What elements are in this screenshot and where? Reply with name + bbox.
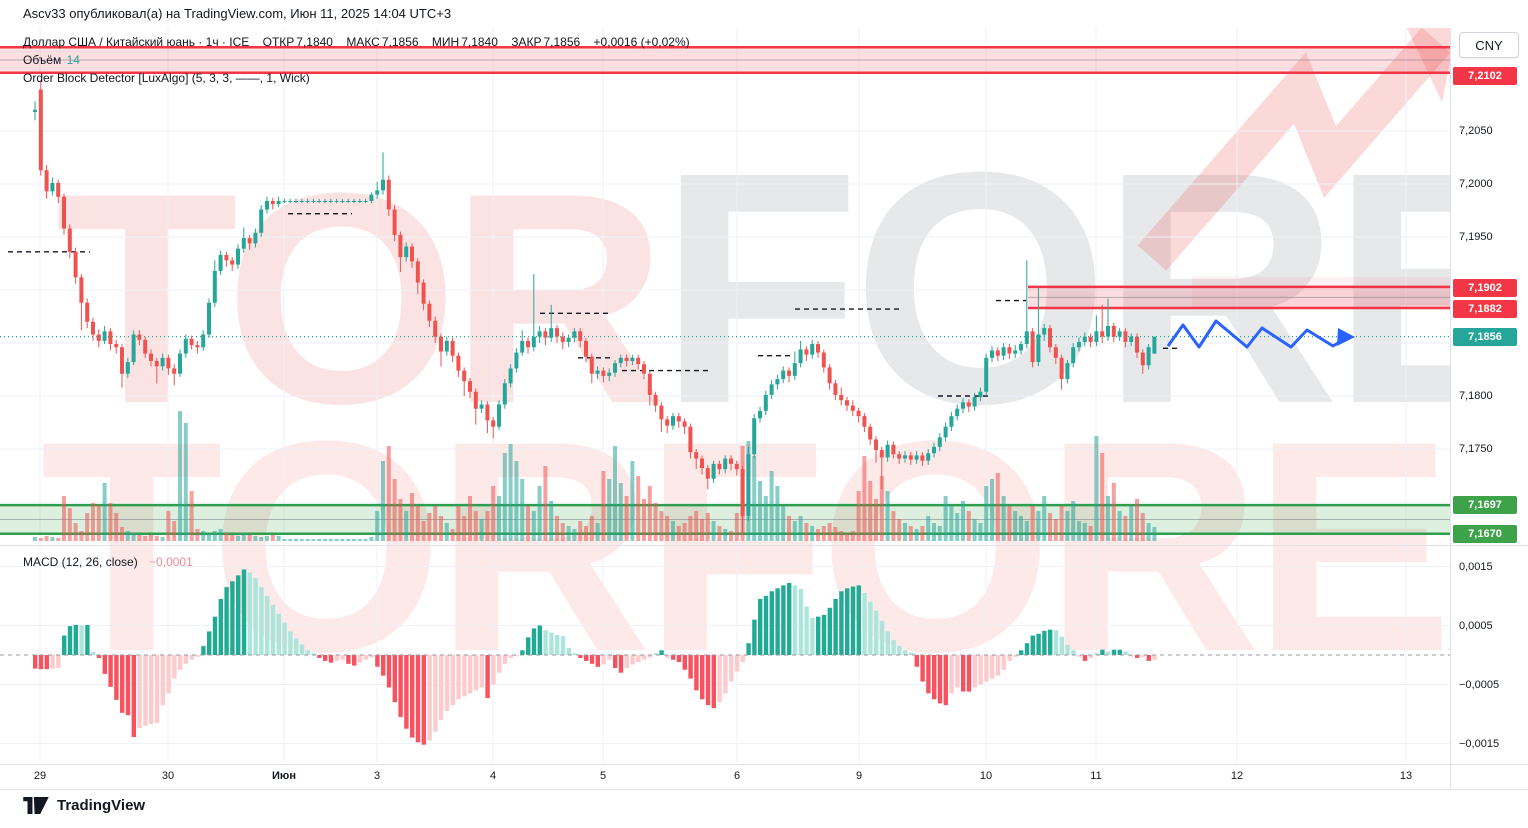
gridlines xyxy=(0,28,1450,763)
time-tick-11: 11 xyxy=(1090,770,1102,782)
time-tick-10: 10 xyxy=(979,770,993,782)
price-badge: 7,1697 xyxy=(1453,496,1517,515)
time-tick-29: 29 xyxy=(33,770,47,782)
time-tick-Июн: Июн xyxy=(272,770,296,782)
macd-label: MACD (12, 26, close) xyxy=(23,555,138,569)
volume-bars xyxy=(33,411,1157,541)
price-chart-svg[interactable] xyxy=(0,28,1450,790)
attribution-bar: Ascv33 опубликовал(а) на TradingView.com… xyxy=(23,6,451,21)
time-axis[interactable]: 29 30 Июн 3 4 5 6 9 10 11 12 13 xyxy=(0,764,1450,790)
macd-axis-label: −0,0015 xyxy=(1459,737,1500,750)
axis-divider xyxy=(0,764,1528,765)
price-badge: 7,1882 xyxy=(1453,300,1517,319)
price-badge: 7,1670 xyxy=(1453,524,1517,543)
open-value: 7,1840 xyxy=(296,35,333,49)
price-badge: 7,1856 xyxy=(1453,327,1517,346)
macd-legend[interactable]: MACD (12, 26, close) −0,0001 xyxy=(23,555,193,569)
price-label: 7,1750 xyxy=(1459,443,1493,455)
time-tick-4: 4 xyxy=(489,770,497,782)
time-tick-3: 3 xyxy=(373,770,381,782)
price-label: 7,1800 xyxy=(1459,390,1493,402)
currency-button[interactable]: CNY xyxy=(1459,32,1519,58)
time-tick-6: 6 xyxy=(733,770,741,782)
close-label: ЗАКР xyxy=(511,35,542,49)
close-value: 7,1856 xyxy=(543,35,581,49)
time-tick-13: 13 xyxy=(1399,770,1413,782)
price-badge: 7,1902 xyxy=(1453,278,1517,297)
low-value: 7,1840 xyxy=(461,35,498,49)
candles xyxy=(33,80,1157,533)
volume-label: Объём xyxy=(23,53,62,67)
macd-histogram xyxy=(0,569,1450,745)
orderblock-legend[interactable]: Order Block Detector [LuxAlgo] (5, 3, 3,… xyxy=(23,71,310,85)
macd-value: −0,0001 xyxy=(149,555,193,569)
macd-axis-label: −0,0005 xyxy=(1459,678,1500,691)
price-label: 7,1950 xyxy=(1459,231,1493,243)
symbol-title: Доллар США / Китайский юань · 1ч · ICE xyxy=(23,35,250,49)
price-label: 7,2050 xyxy=(1459,125,1493,137)
chart-bottom-border xyxy=(0,789,1528,790)
time-tick-12: 12 xyxy=(1230,770,1244,782)
open-label: ОТКР xyxy=(262,35,295,49)
low-label: МИН xyxy=(431,35,460,49)
tradingview-logo-icon[interactable] xyxy=(23,797,49,814)
time-tick-9: 9 xyxy=(855,770,863,782)
price-badge: 7,2102 xyxy=(1453,66,1517,85)
pane-divider[interactable] xyxy=(0,545,1528,546)
volume-legend[interactable]: Объём 14 xyxy=(23,53,80,67)
orderblock-label: Order Block Detector [LuxAlgo] (5, 3, 3,… xyxy=(23,71,310,85)
footer: TradingView xyxy=(23,797,145,814)
time-tick-30: 30 xyxy=(161,770,175,782)
change-value: +0,0016 (+0,02%) xyxy=(593,35,690,49)
high-value: 7,1856 xyxy=(381,35,419,49)
attribution-text: Ascv33 опубликовал(а) на TradingView.com… xyxy=(23,6,452,21)
high-label: МАКС xyxy=(346,35,380,49)
time-tick-5: 5 xyxy=(599,770,607,782)
macd-axis-label: 0,0015 xyxy=(1459,560,1493,573)
tradingview-brand[interactable]: TradingView xyxy=(57,797,146,814)
order-blocks xyxy=(0,46,1450,536)
price-axis[interactable]: CNY 7,2050 7,2000 7,1950 7,1800 7,1750 7,2102… xyxy=(1450,28,1528,790)
price-label: 7,2000 xyxy=(1459,178,1493,190)
volume-value: 14 xyxy=(66,53,80,67)
trend-arrow-annotation[interactable] xyxy=(1166,319,1355,349)
symbol-legend[interactable]: Доллар США / Китайский юань · 1ч · ICE О… xyxy=(23,35,690,49)
macd-axis-label: 0,0005 xyxy=(1459,619,1493,632)
currency-label: CNY xyxy=(1475,37,1503,53)
chart-area[interactable]: TORFOREX.COM TORFOREX Доллар США / Китай… xyxy=(0,28,1528,790)
structure-lines xyxy=(8,212,1178,397)
